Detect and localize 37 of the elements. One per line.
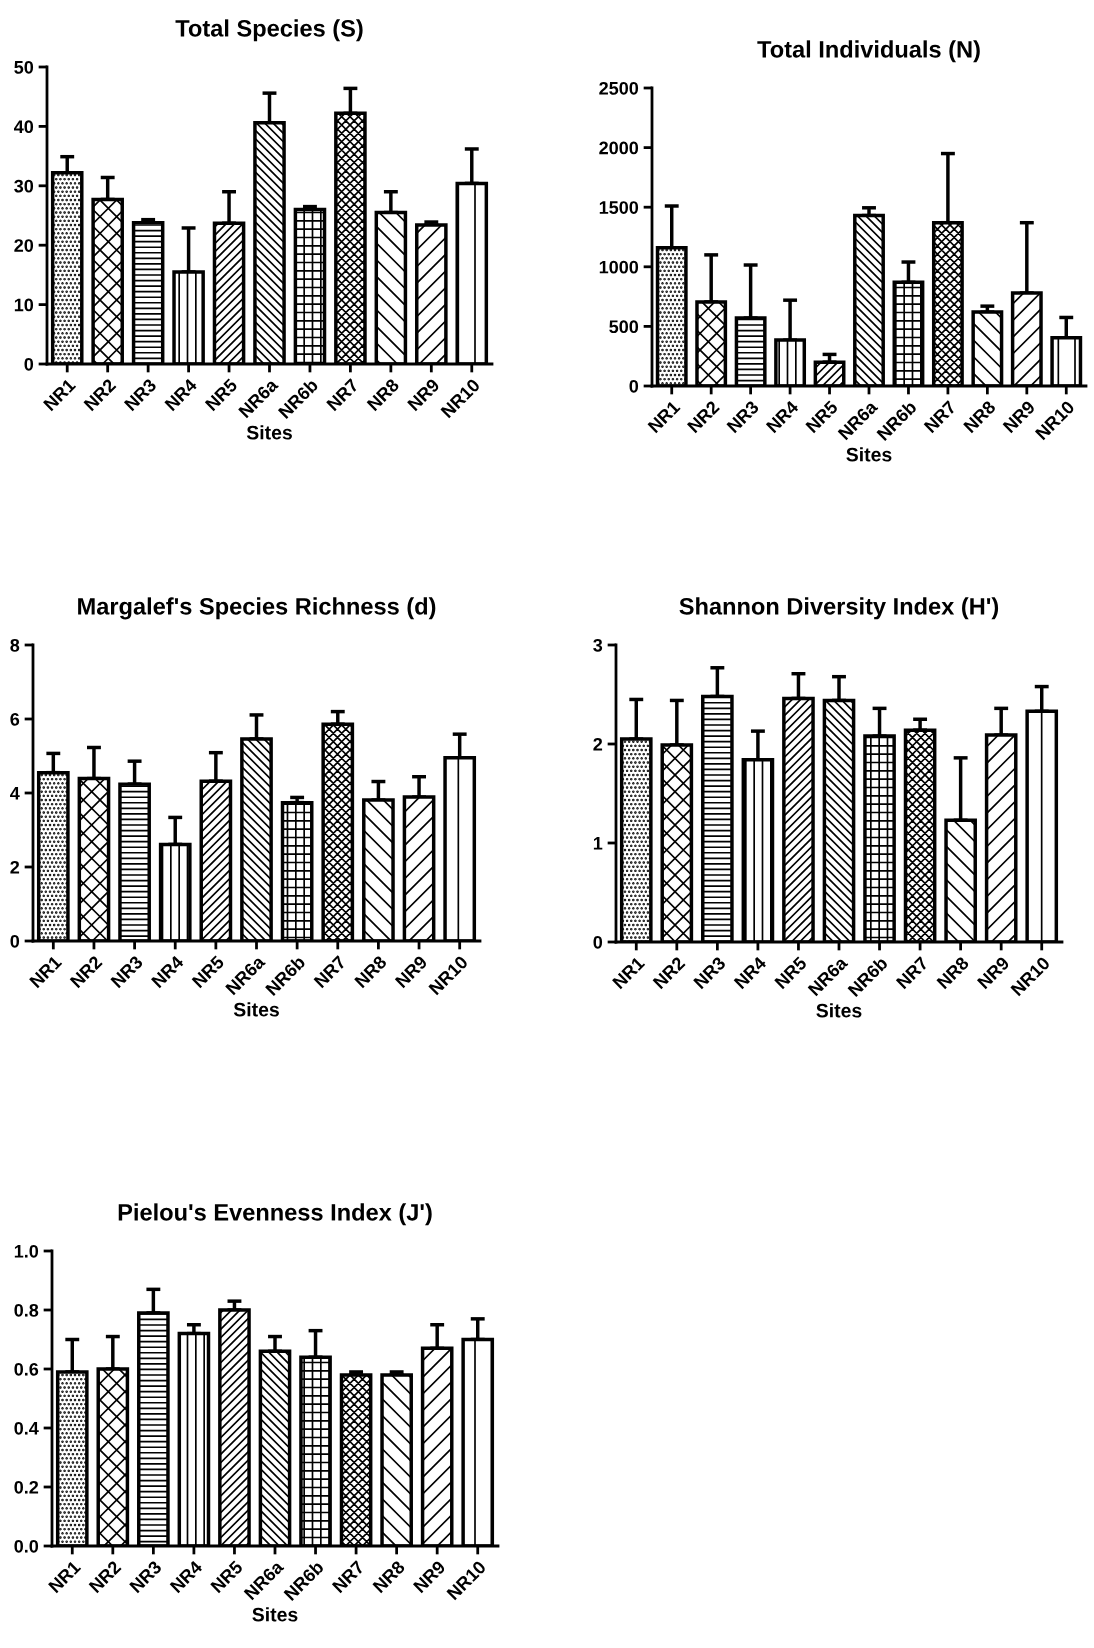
y-tick-label: 0.6 bbox=[14, 1362, 39, 1376]
x-axis-title: Sites bbox=[246, 425, 292, 440]
x-axis-title: Sites bbox=[252, 1607, 298, 1622]
y-tick-label: 0.0 bbox=[14, 1539, 39, 1553]
y-tick-label: 0.4 bbox=[14, 1421, 39, 1435]
y-tick-label: 0.8 bbox=[14, 1303, 39, 1317]
chart-title: Margalef's Species Richness (d) bbox=[78, 597, 436, 620]
y-tick-label: 2 bbox=[593, 737, 603, 751]
y-tick-label: 40 bbox=[14, 120, 34, 134]
y-tick-label: 500 bbox=[609, 320, 639, 334]
y-tick-label: 1500 bbox=[599, 201, 639, 214]
y-tick-label: 0 bbox=[629, 379, 639, 393]
y-tick-label: 0.2 bbox=[14, 1480, 39, 1494]
chart-title: Total Individuals (N) bbox=[757, 40, 980, 63]
y-tick-label: 2 bbox=[10, 860, 20, 874]
y-tick-label: 4 bbox=[10, 787, 20, 800]
y-tick-label: 3 bbox=[593, 638, 603, 652]
y-tick-label: 1 bbox=[593, 837, 603, 850]
y-tick-label: 10 bbox=[14, 298, 34, 312]
y-tick-label: 2000 bbox=[599, 141, 639, 155]
y-tick-label: 20 bbox=[14, 239, 34, 252]
y-tick-label: 30 bbox=[14, 179, 34, 193]
y-tick-label: 0 bbox=[24, 357, 34, 371]
y-tick-label: 6 bbox=[10, 712, 20, 726]
y-tick-label: 8 bbox=[10, 638, 20, 652]
x-axis-title: Sites bbox=[233, 1002, 279, 1017]
y-tick-label: 0 bbox=[10, 934, 20, 948]
chart-title: Pielou's Evenness Index (J') bbox=[118, 1203, 432, 1226]
x-axis-title: Sites bbox=[846, 447, 892, 462]
chart-title: Total Species (S) bbox=[175, 19, 363, 42]
y-tick-label: 1.0 bbox=[14, 1244, 39, 1258]
chart-title: Shannon Diversity Index (H') bbox=[679, 597, 999, 620]
y-tick-label: 1000 bbox=[599, 260, 639, 274]
x-axis-title: Sites bbox=[816, 1003, 862, 1018]
y-tick-label: 0 bbox=[593, 935, 603, 949]
y-tick-label: 2500 bbox=[599, 81, 639, 95]
y-tick-label: 50 bbox=[14, 60, 34, 74]
